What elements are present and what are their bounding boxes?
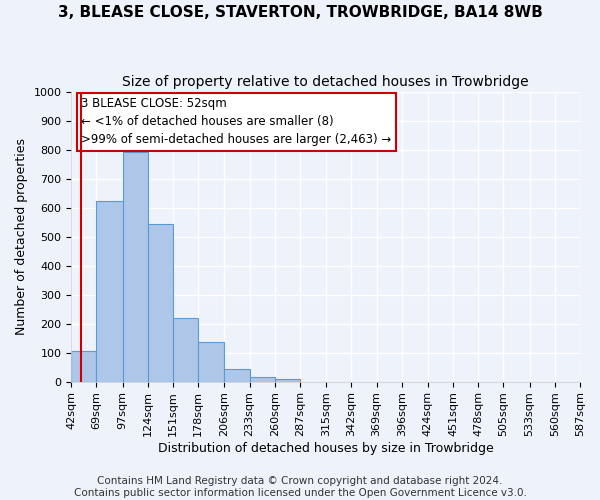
Bar [250,376,275,382]
Bar [71,351,97,382]
Bar [198,342,224,382]
Text: 3 BLEASE CLOSE: 52sqm
← <1% of detached houses are smaller (8)
>99% of semi-deta: 3 BLEASE CLOSE: 52sqm ← <1% of detached … [82,98,392,146]
Bar [275,378,300,382]
Bar [122,152,148,382]
Bar [148,224,173,382]
Text: 3, BLEASE CLOSE, STAVERTON, TROWBRIDGE, BA14 8WB: 3, BLEASE CLOSE, STAVERTON, TROWBRIDGE, … [58,5,542,20]
Y-axis label: Number of detached properties: Number of detached properties [15,138,28,335]
Bar [97,201,122,382]
Text: Contains HM Land Registry data © Crown copyright and database right 2024.
Contai: Contains HM Land Registry data © Crown c… [74,476,526,498]
X-axis label: Distribution of detached houses by size in Trowbridge: Distribution of detached houses by size … [158,442,494,455]
Title: Size of property relative to detached houses in Trowbridge: Size of property relative to detached ho… [122,75,529,89]
Bar [224,369,250,382]
Bar [173,318,198,382]
